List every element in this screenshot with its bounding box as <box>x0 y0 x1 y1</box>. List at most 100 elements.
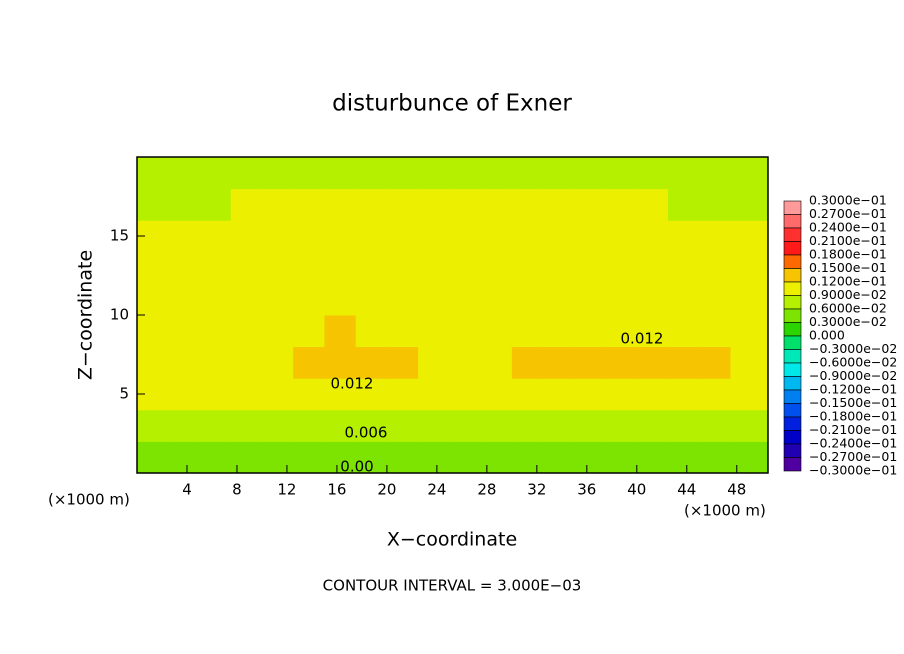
cell <box>293 378 325 411</box>
cell <box>636 346 669 379</box>
cell <box>449 346 482 379</box>
cell <box>449 315 482 348</box>
cell <box>168 251 200 284</box>
colorbar-label: −0.1500e−01 <box>809 395 897 410</box>
colorbar-label: 0.6000e−02 <box>809 301 887 316</box>
colorbar-box <box>783 254 802 269</box>
cell <box>199 283 232 316</box>
cell <box>449 409 482 442</box>
cell <box>168 409 200 442</box>
colorbar-box <box>783 416 802 431</box>
colorbar-label: 0.2400e−01 <box>809 220 887 235</box>
colorbar-box <box>783 389 802 404</box>
cell <box>386 378 419 411</box>
cell <box>574 220 607 253</box>
y-tick-label: 5 <box>119 385 129 403</box>
colorbar-label: −0.3000e−02 <box>809 341 897 356</box>
cell <box>199 315 232 348</box>
cell <box>668 188 700 221</box>
cell <box>324 409 357 442</box>
cell <box>636 315 669 348</box>
cell <box>480 251 513 284</box>
cell <box>386 157 419 190</box>
cell <box>293 315 325 348</box>
colorbar-label: 0.1500e−01 <box>809 260 887 275</box>
cell <box>543 441 575 474</box>
colorbar-box <box>783 295 802 310</box>
cell <box>480 188 513 221</box>
cell <box>137 409 169 442</box>
colorbar-label: 0.3000e−02 <box>809 314 887 329</box>
cell <box>137 441 169 474</box>
colorbar-box <box>783 241 802 256</box>
cell <box>324 315 357 348</box>
colorbar-box <box>783 335 802 350</box>
cell <box>543 220 575 253</box>
colorbar-label: 0.1800e−01 <box>809 247 887 262</box>
contour-label: 0.00 <box>340 458 373 476</box>
cell <box>730 346 769 379</box>
cell <box>230 315 263 348</box>
cell <box>668 409 700 442</box>
cell <box>230 157 263 190</box>
x-tick-label: 4 <box>182 481 192 499</box>
cell <box>605 283 638 316</box>
cell <box>261 251 294 284</box>
cell <box>449 441 482 474</box>
colorbar-label: −0.2400e−01 <box>809 436 897 451</box>
cell <box>293 441 325 474</box>
cell <box>386 251 419 284</box>
cell <box>355 346 388 379</box>
cell <box>668 220 700 253</box>
cell <box>543 409 575 442</box>
cell <box>293 409 325 442</box>
cell <box>355 283 388 316</box>
cell <box>605 188 638 221</box>
footer: CONTOUR INTERVAL = 3.000E−03 <box>323 577 582 595</box>
colorbar-box <box>783 443 802 458</box>
chart-title: disturbunce of Exner <box>332 91 572 117</box>
cell <box>668 157 700 190</box>
cell <box>230 283 263 316</box>
cell <box>418 441 450 474</box>
cell <box>199 378 232 411</box>
cell <box>574 409 607 442</box>
cell <box>199 409 232 442</box>
cell <box>730 441 769 474</box>
colorbar-box <box>783 430 802 445</box>
cell <box>418 220 450 253</box>
cell <box>543 315 575 348</box>
cell <box>168 378 200 411</box>
cell <box>511 188 544 221</box>
cell <box>230 220 263 253</box>
cell <box>605 315 638 348</box>
cell <box>480 409 513 442</box>
cell <box>480 283 513 316</box>
colorbar-label: −0.1200e−01 <box>809 382 897 397</box>
cell <box>730 283 769 316</box>
cell <box>293 188 325 221</box>
cell <box>449 188 482 221</box>
cell <box>230 346 263 379</box>
cell <box>668 441 700 474</box>
cell <box>261 409 294 442</box>
cell <box>137 251 169 284</box>
cell <box>449 251 482 284</box>
cell <box>355 157 388 190</box>
cell <box>355 251 388 284</box>
cell <box>449 157 482 190</box>
cell <box>418 346 450 379</box>
cell <box>386 346 419 379</box>
cell <box>386 315 419 348</box>
cell <box>480 220 513 253</box>
cell <box>230 188 263 221</box>
cell <box>730 220 769 253</box>
colorbar-label: −0.6000e−02 <box>809 355 897 370</box>
colorbar-label: −0.9000e−02 <box>809 368 897 383</box>
x-tick-label: 24 <box>427 481 446 499</box>
cell <box>137 157 169 190</box>
cell <box>605 346 638 379</box>
x-tick-label: 20 <box>377 481 396 499</box>
cell <box>449 283 482 316</box>
cell <box>730 378 769 411</box>
